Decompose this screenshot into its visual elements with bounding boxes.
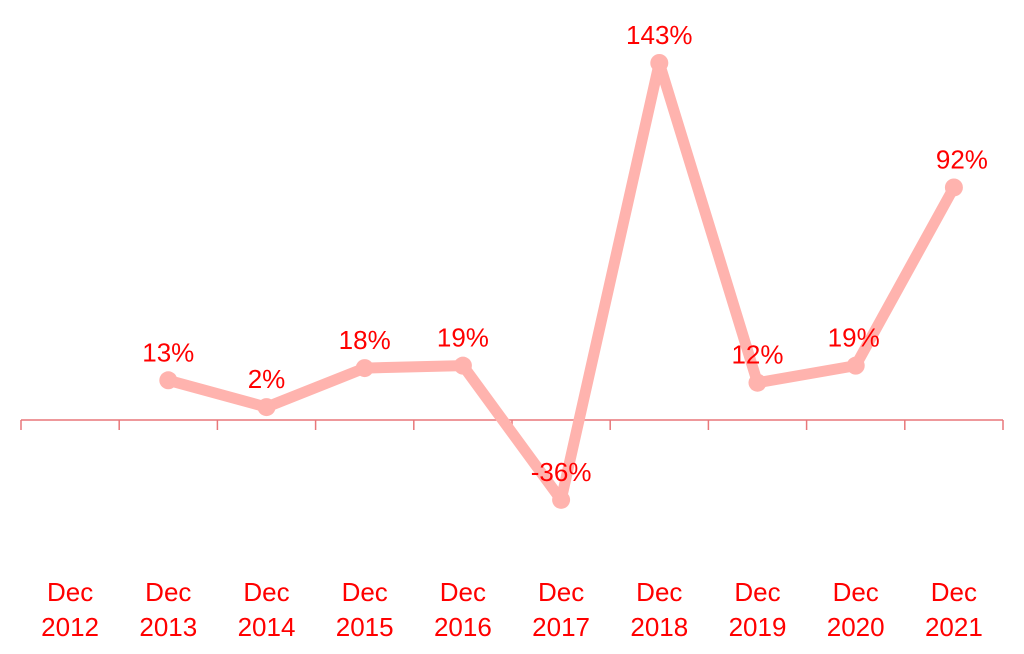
category-label: Dec [145, 577, 191, 607]
category-label: Dec [734, 577, 780, 607]
data-point-group [159, 54, 963, 509]
data-point [552, 490, 571, 509]
data-point [748, 373, 767, 392]
category-label: 2019 [729, 612, 787, 642]
data-point [650, 54, 669, 72]
data-label: 19% [828, 323, 880, 353]
category-label: Dec [538, 577, 584, 607]
data-point [159, 371, 178, 390]
category-label: Dec [440, 577, 486, 607]
data-point [257, 398, 276, 417]
category-label: 2012 [41, 612, 99, 642]
data-label: 2% [248, 364, 286, 394]
data-label: 13% [142, 337, 194, 367]
category-label: Dec [342, 577, 388, 607]
data-point [944, 178, 963, 197]
data-label: 19% [437, 323, 489, 353]
data-point [355, 359, 374, 378]
category-label: Dec [636, 577, 682, 607]
category-label: 2021 [925, 612, 983, 642]
data-label-group: 13% 2% 18% 19% -36% 143% 12% 19% 92% [142, 20, 988, 487]
category-label: 2015 [336, 612, 394, 642]
data-label: 12% [731, 340, 783, 370]
data-point [453, 356, 472, 375]
data-point [846, 356, 865, 375]
category-label: 2020 [827, 612, 885, 642]
data-label: 18% [339, 325, 391, 355]
category-label: Dec [47, 577, 93, 607]
category-label: Dec [931, 577, 977, 607]
category-label: Dec [243, 577, 289, 607]
data-label: -36% [531, 457, 592, 487]
data-label: 92% [936, 144, 988, 174]
series-line [162, 57, 960, 506]
series-line-group [162, 57, 960, 506]
x-axis [20, 419, 1004, 430]
category-label: 2016 [434, 612, 492, 642]
category-label: 2017 [532, 612, 590, 642]
data-label: 143% [626, 20, 693, 50]
category-label: 2018 [630, 612, 688, 642]
category-label-group: Dec 2012 Dec 2013 Dec 2014 Dec 2015 Dec 2016 Dec 20… [41, 577, 983, 642]
category-label: Dec [833, 577, 879, 607]
category-label: 2013 [139, 612, 197, 642]
category-label: 2014 [238, 612, 296, 642]
